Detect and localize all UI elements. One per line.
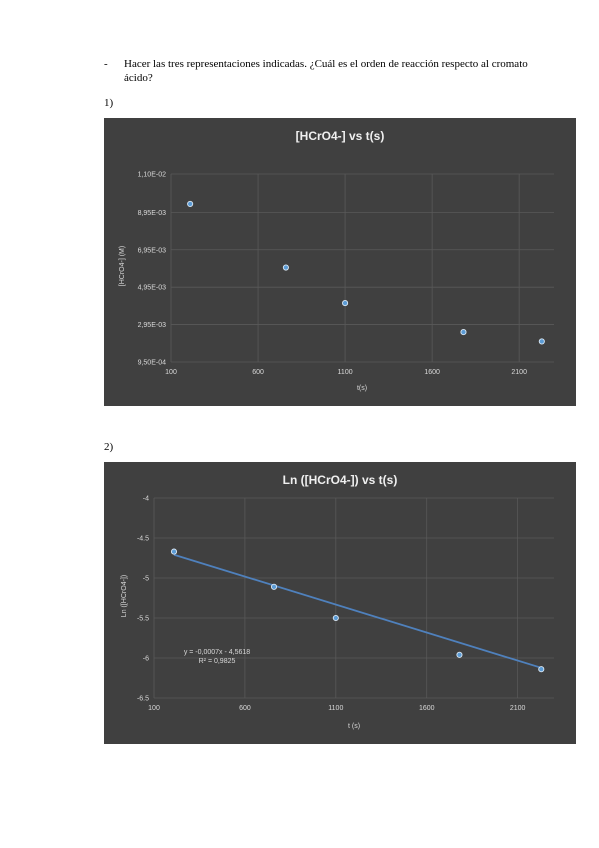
y-tick-label: 4,95E-03	[138, 285, 167, 292]
y-axis-label: Ln ([HCrO4-])	[121, 575, 128, 617]
x-tick-label: 100	[165, 369, 177, 376]
x-tick-label: 2100	[510, 705, 526, 712]
x-tick-label: 100	[148, 705, 160, 712]
data-points	[187, 200, 545, 345]
tick-labels: 9,50E-04 2,95E-03 4,95E-03 6,95E-03 8,95E-03…	[138, 172, 527, 377]
x-axis-label: t(s)	[357, 385, 367, 392]
question-text: Hacer las tres representaciones indicada…	[124, 58, 528, 84]
x-tick-label: 600	[239, 705, 251, 712]
trendline-r-squared: R² = 0,9825	[199, 658, 236, 665]
data-point	[270, 583, 278, 590]
data-points	[170, 548, 545, 673]
data-point	[170, 548, 178, 555]
section-label-1: 1)	[104, 97, 114, 109]
y-tick-label: -5.5	[137, 616, 149, 623]
y-tick-label: -4	[143, 496, 149, 503]
y-tick-label: 8,95E-03	[138, 210, 167, 217]
y-tick-label: 1,10E-02	[138, 172, 167, 179]
trendline	[173, 553, 542, 669]
trendline-equation: y = -0,0007x - 4,5618	[184, 649, 250, 656]
chart-background	[104, 462, 576, 744]
y-tick-label: 9,50E-04	[138, 360, 167, 367]
x-tick-label: 1600	[424, 369, 440, 376]
x-tick-label: 2100	[511, 369, 527, 376]
section-label-2: 2)	[104, 441, 114, 453]
y-tick-label: -6.5	[137, 696, 149, 703]
x-tick-label: 1100	[328, 705, 343, 712]
tick-labels: -6.5 -6 -5.5 -5 -4.5 -4 100 600 1100 1600 2100	[137, 496, 526, 713]
data-point	[538, 338, 545, 345]
data-point	[342, 300, 349, 307]
y-tick-label: -4.5	[137, 536, 149, 543]
x-tick-label: 1600	[419, 705, 435, 712]
x-axis-label: t (s)	[348, 723, 360, 730]
chart-concentration-vs-time: [HCrO4-] vs t(s) 9,50E-04 2,95E-03 4,95E-0…	[104, 118, 576, 406]
chart-title: Ln ([HCrO4-]) vs t(s)	[283, 473, 398, 487]
y-axis-label: [HCrO4-] (M)	[119, 246, 126, 286]
data-point	[282, 264, 289, 271]
data-point	[538, 666, 545, 673]
data-point	[456, 651, 463, 658]
gridlines	[153, 497, 554, 699]
bullet-dash: -	[104, 58, 108, 70]
y-tick-label: -5	[143, 576, 149, 583]
y-tick-label: 6,95E-03	[138, 247, 167, 254]
x-tick-label: 600	[252, 369, 264, 376]
data-point	[332, 614, 339, 622]
chart-background	[104, 118, 576, 406]
chart-ln-concentration-vs-time: Ln ([HCrO4-]) vs t(s) -6.5 -6 -5.5 -5 -4.5 -4…	[104, 462, 576, 744]
chart-title: [HCrO4-] vs t(s)	[296, 129, 385, 143]
trendline-line	[173, 553, 542, 669]
y-tick-label: 2,95E-03	[138, 322, 167, 329]
data-point	[460, 329, 467, 336]
gridlines	[170, 173, 554, 363]
x-tick-label: 1100	[338, 369, 353, 376]
data-point	[187, 200, 194, 207]
y-tick-label: -6	[143, 656, 149, 663]
